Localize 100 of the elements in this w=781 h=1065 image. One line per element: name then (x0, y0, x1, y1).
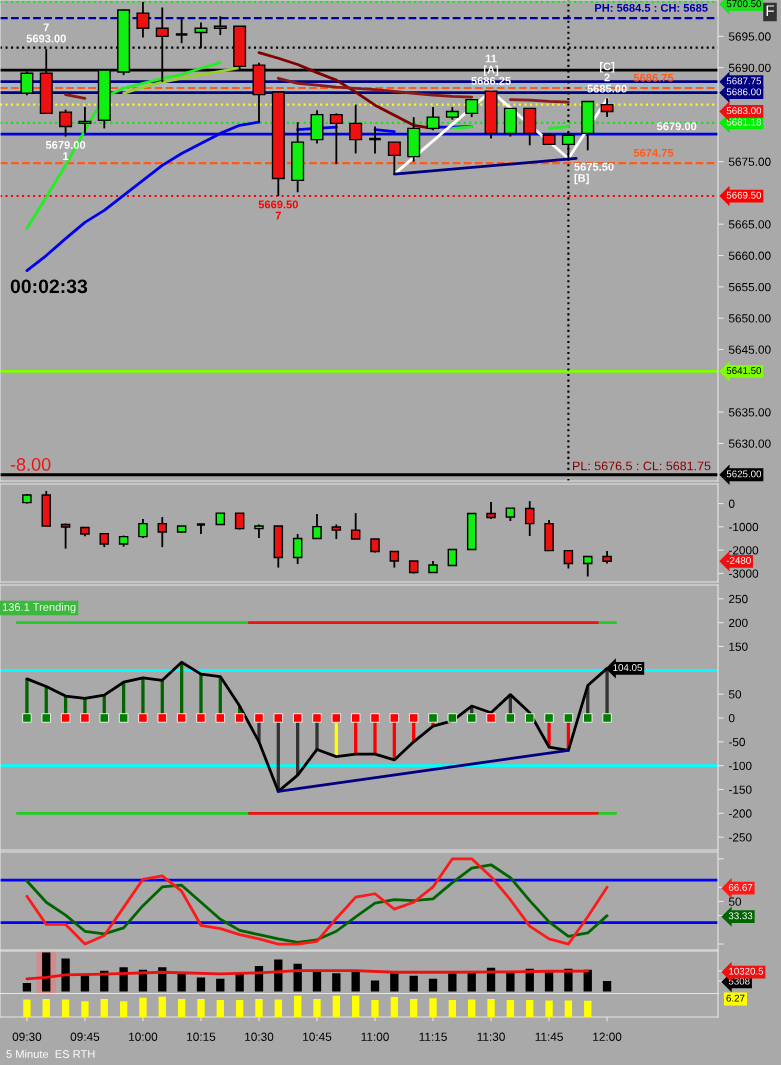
y-tick-label: -150 (728, 785, 752, 794)
annotation: -8.00 (10, 458, 51, 471)
bar (409, 975, 418, 992)
ref-line-label: 5687.75 (726, 77, 762, 85)
annotation: 136.1 Trending (2, 602, 76, 614)
candlestick (582, 555, 593, 578)
x-tick-label: 09:45 (70, 1032, 100, 1041)
y-tick-label: 5635.00 (728, 408, 771, 417)
y-tick-label: 33.33 (728, 912, 753, 920)
x-tick-label: 10:45 (303, 1032, 332, 1041)
text: 6.27 (726, 994, 745, 1002)
bar (428, 978, 438, 992)
candlestick (136, 0, 150, 39)
data-label: 104.05 (613, 664, 642, 671)
y-tick-label: 0 (728, 714, 735, 723)
bar (235, 973, 244, 992)
text: 5683.00 (726, 107, 762, 115)
bar (370, 980, 380, 992)
annotation: 5679.00 (656, 122, 697, 131)
annotation: 5675.50 [B] (574, 162, 614, 185)
candlestick (59, 108, 73, 138)
annotation: 5686.75 (633, 73, 674, 82)
y-tick-label: 10320.5 (729, 967, 764, 975)
y-tick-label: 5650.00 (728, 314, 771, 323)
y-tick-label: 5675.00 (728, 157, 771, 166)
y-tick-label: 5308 (728, 977, 750, 985)
y-tick-label: 5655.00 (728, 282, 771, 292)
bar (448, 973, 457, 992)
candlestick (195, 523, 207, 535)
candlestick (387, 141, 401, 176)
annotation: 00:02:33 (10, 279, 88, 294)
bar (390, 973, 399, 992)
x-tick-label: 10:30 (245, 1032, 274, 1041)
candlestick (60, 522, 71, 550)
y-tick-label: 250 (729, 594, 748, 604)
line-series (25, 969, 590, 981)
candlestick (174, 17, 189, 45)
line-series (122, 66, 242, 95)
y-tick-label: 5695.00 (728, 32, 771, 41)
bar (196, 977, 206, 992)
candlestick (600, 97, 614, 119)
bar (544, 972, 554, 992)
candlestick (349, 103, 363, 155)
y-tick-label: -1000 (728, 522, 759, 532)
candlestick (426, 106, 440, 132)
x-tick-label: 11:30 (477, 1032, 505, 1041)
ref-line-label: 5641.50 (726, 367, 762, 375)
text: -2480 (726, 557, 751, 564)
annotation: 5674.75 (633, 148, 674, 157)
bar (216, 978, 225, 992)
bar (467, 972, 476, 992)
candlestick (138, 518, 148, 539)
candlestick (292, 533, 303, 565)
y-tick-label: 5665.00 (728, 220, 771, 229)
y-tick-label: 200 (729, 618, 748, 628)
candlestick (213, 15, 227, 36)
y-tick-label: 5660.00 (728, 251, 771, 260)
bar (351, 970, 360, 992)
ref-line-label: 5686.00 (726, 88, 762, 96)
ref-line-label: 5681.18 (726, 118, 762, 126)
bar (80, 975, 90, 992)
ref-line-label: 5625.00 (726, 470, 762, 478)
ref-line-label: 5700.50 (726, 0, 762, 8)
x-tick-label: 11:00 (361, 1032, 389, 1041)
y-tick-label: 50 (728, 897, 742, 906)
y-tick-label: -250 (728, 833, 752, 842)
y-tick-label: 5690.00 (728, 63, 771, 73)
y-tick-label: -50 (728, 737, 746, 747)
y-tick-label: 5645.00 (728, 345, 771, 354)
y-tick-label: 5630.00 (728, 439, 771, 448)
candlestick (329, 112, 343, 165)
y-tick-label: -100 (728, 761, 752, 771)
bar (22, 982, 32, 992)
y-tick-label: -200 (728, 809, 752, 818)
y-tick-label: 150 (729, 642, 748, 651)
y-tick-label: -3000 (728, 569, 759, 578)
annotation: PL: 5676.5 : CL: 5681.75 (573, 461, 711, 471)
candlestick (350, 512, 361, 540)
y-tick-label: 50 (728, 690, 742, 699)
candlestick (157, 516, 168, 548)
annotation: 5669.50 7 (258, 200, 298, 220)
y-tick-label: 66.67 (728, 883, 753, 891)
x-tick-label: 12:00 (593, 1032, 622, 1041)
ref-line-label: 5669.50 (726, 191, 762, 199)
candlestick (524, 500, 535, 537)
y-tick-label: 0 (728, 499, 735, 508)
bar (177, 973, 186, 992)
text: 5 Minute ES RTH (6, 1049, 95, 1058)
candlestick (78, 106, 92, 135)
x-tick-label: 10:15 (187, 1032, 216, 1041)
text: F (766, 5, 775, 16)
annotation: PH: 5684.5 : CH: 5685 (595, 3, 708, 12)
candlestick (312, 513, 322, 540)
x-tick-label: 11:45 (535, 1032, 563, 1041)
line-series (25, 61, 222, 230)
x-tick-label: 09:30 (12, 1032, 42, 1041)
bar (583, 969, 592, 992)
bar (61, 958, 70, 992)
bar (332, 973, 341, 992)
y-tick-label: -2000 (728, 546, 759, 555)
